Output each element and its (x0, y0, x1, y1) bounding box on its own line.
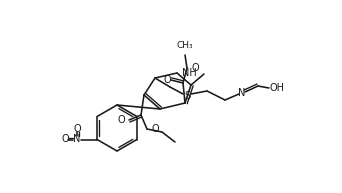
Text: CH₃: CH₃ (177, 41, 193, 50)
Text: O: O (117, 115, 125, 125)
Text: O: O (73, 124, 81, 134)
Text: O: O (151, 124, 159, 134)
Text: N: N (238, 88, 246, 98)
Text: N: N (74, 135, 81, 145)
Text: NH: NH (182, 68, 197, 78)
Text: O: O (163, 75, 171, 85)
Text: O: O (61, 135, 69, 145)
Text: OH: OH (270, 83, 285, 93)
Text: S: S (184, 91, 190, 101)
Text: O: O (191, 63, 199, 73)
